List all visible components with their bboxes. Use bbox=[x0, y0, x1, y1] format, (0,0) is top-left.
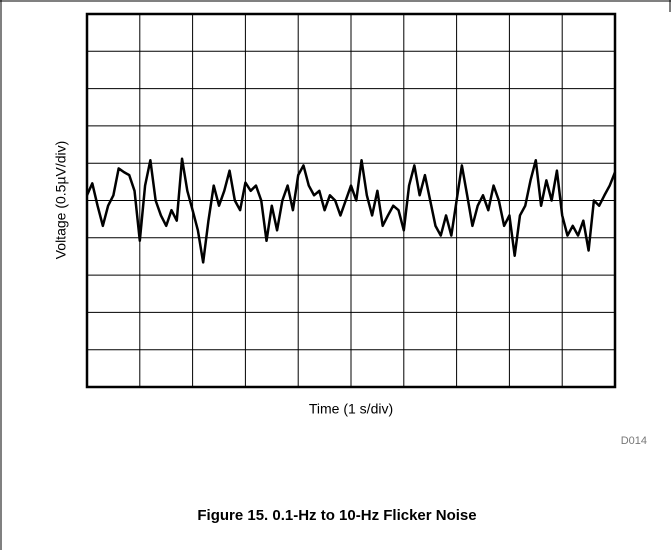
figure-code: D014 bbox=[621, 435, 647, 447]
x-axis-label: Time (1 s/div) bbox=[309, 401, 393, 417]
caption: Figure 15. 0.1-Hz to 10-Hz Flicker Noise bbox=[197, 507, 476, 524]
plot-frame bbox=[85, 12, 617, 389]
noise-trace bbox=[85, 157, 617, 264]
y-axis-label: Voltage (0.5µV/div) bbox=[53, 141, 69, 260]
